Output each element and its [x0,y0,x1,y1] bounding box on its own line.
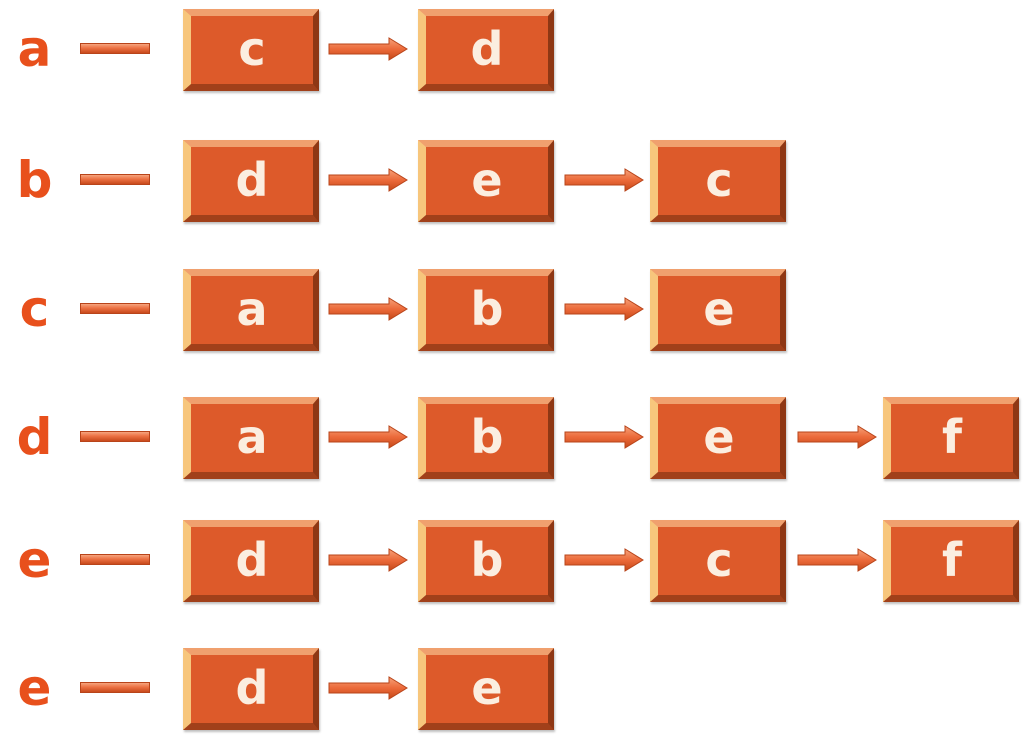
next-pointer-arrow [797,425,877,449]
list-node: f [883,397,1019,479]
node-label: b [470,533,504,587]
list-node: b [418,520,554,602]
head-connector [80,303,150,314]
list-node: d [183,648,319,730]
head-connector [80,174,150,185]
list-node: b [418,269,554,351]
list-node: e [650,397,786,479]
node-label: a [236,410,268,464]
next-pointer-arrow [328,297,408,321]
node-label: c [705,533,733,587]
head-connector [80,431,150,442]
list-node: e [650,269,786,351]
list-node: a [183,269,319,351]
node-label: d [235,661,269,715]
head-connector [80,554,150,565]
next-pointer-arrow [328,548,408,572]
next-pointer-arrow [797,548,877,572]
vertex-label: e [17,659,52,717]
list-node: f [883,520,1019,602]
next-pointer-arrow [328,37,408,61]
node-label: b [470,410,504,464]
node-label: b [470,282,504,336]
next-pointer-arrow [564,168,644,192]
node-label: d [235,533,269,587]
node-label: d [470,22,504,76]
node-label: a [236,282,268,336]
next-pointer-arrow [328,168,408,192]
vertex-label: a [17,20,52,78]
vertex-label: c [19,280,50,338]
next-pointer-arrow [564,548,644,572]
next-pointer-arrow [564,297,644,321]
list-node: a [183,397,319,479]
vertex-label: e [17,531,52,589]
list-node: c [183,9,319,91]
list-node: e [418,648,554,730]
list-node: e [418,140,554,222]
node-label: f [941,533,962,587]
list-node: d [183,140,319,222]
node-label: e [471,661,503,715]
node-label: f [941,410,962,464]
next-pointer-arrow [564,425,644,449]
next-pointer-arrow [328,676,408,700]
node-label: c [238,22,266,76]
list-node: b [418,397,554,479]
next-pointer-arrow [328,425,408,449]
node-label: e [703,410,735,464]
node-label: e [703,282,735,336]
node-label: c [705,153,733,207]
list-node: c [650,140,786,222]
node-label: e [471,153,503,207]
vertex-label: d [16,408,53,466]
list-node: d [183,520,319,602]
head-connector [80,43,150,54]
list-node: c [650,520,786,602]
list-node: d [418,9,554,91]
vertex-label: b [16,151,53,209]
node-label: d [235,153,269,207]
head-connector [80,682,150,693]
